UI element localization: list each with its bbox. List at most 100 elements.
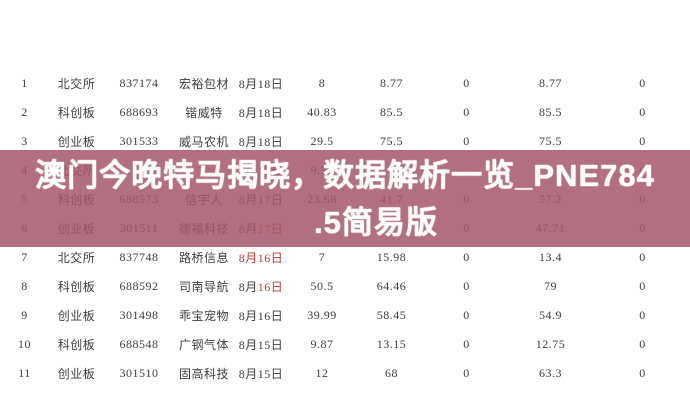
cell-value-3: 0	[463, 134, 470, 148]
cell-value-2: 13.15	[376, 337, 407, 351]
cell-name: 司南导航	[178, 280, 229, 294]
cell-value-4: 63.3	[539, 366, 562, 380]
date-dark-part: 8月	[238, 280, 258, 294]
cell-value-2: 15.98	[376, 250, 407, 264]
cell-seq: 1	[21, 76, 28, 90]
cell-seq: 8	[21, 279, 28, 293]
cell-value-1: 50.5	[310, 279, 334, 293]
cell-board: 创业板	[57, 135, 96, 149]
cell-seq: 2	[21, 105, 28, 119]
promo-overlay-banner[interactable]: 澳门今晚特马揭晓，数据解析一览_PNE784 .5简易版	[0, 150, 690, 247]
table-row: 1 北交所 837174 宏裕包材 8月18日 8 8.77 0 8.77 0	[0, 69, 690, 98]
cell-value-2: 8.77	[380, 76, 403, 90]
cell-value-4: 8.77	[539, 76, 562, 90]
cell-seq: 10	[18, 337, 31, 351]
cell-value-3: 0	[463, 366, 470, 380]
cell-date: 8月18日	[234, 75, 288, 92]
date-dark-part: 8月18日	[238, 106, 284, 120]
cell-value-5: 0	[639, 134, 646, 148]
cell-value-4: 54.9	[539, 308, 562, 322]
cell-name: 乖宝宠物	[178, 309, 229, 323]
cell-date: 8月16日	[234, 278, 288, 295]
cell-date: 8月18日	[234, 133, 288, 150]
cell-code: 301498	[119, 308, 159, 322]
cell-date: 8月18日	[234, 104, 288, 121]
cell-value-3: 0	[463, 250, 470, 264]
cell-code: 837174	[119, 76, 159, 90]
date-red-part: 16日	[257, 280, 284, 294]
cell-value-3: 0	[463, 105, 470, 119]
cell-code: 301510	[119, 366, 159, 380]
cell-value-1: 29.5	[310, 134, 334, 148]
date-dark-part: 8月15日	[238, 338, 284, 352]
table-row: 10 科创板 688548 广钢气体 8月15日 9.87 13.15 0 12…	[0, 330, 690, 359]
cell-value-4: 13.4	[539, 250, 562, 264]
cell-value-4: 75.5	[539, 134, 562, 148]
cell-name: 威马农机	[178, 135, 229, 149]
cell-value-5: 0	[639, 105, 646, 119]
table-row: 3 创业板 301533 威马农机 8月18日 29.5 75.5 0 75.5…	[0, 127, 690, 156]
cell-name: 宏裕包材	[178, 77, 229, 91]
date-dark-part: 8月18日	[238, 77, 284, 91]
cell-value-2: 58.45	[376, 308, 407, 322]
date-red-part: 8月16日	[238, 251, 284, 265]
cell-seq: 3	[21, 134, 28, 148]
cell-value-3: 0	[463, 337, 470, 351]
table-row: 7 北交所 837748 路桥信息 8月16日 7 15.98 0 13.4 0	[0, 243, 690, 272]
cell-value-1: 12	[315, 366, 329, 380]
table-row: 9 创业板 301498 乖宝宠物 8月16日 39.99 58.45 0 54…	[0, 301, 690, 330]
cell-seq: 11	[18, 366, 31, 380]
cell-value-1: 8	[318, 76, 326, 90]
cell-value-1: 9.87	[310, 337, 334, 351]
cell-seq: 7	[21, 250, 28, 264]
promo-banner-title-line2: .5简易版	[314, 204, 438, 240]
cell-date: 8月15日	[234, 365, 288, 382]
cell-value-4: 85.5	[539, 105, 562, 119]
cell-value-5: 0	[639, 76, 646, 90]
date-dark-part: 8月15日	[238, 367, 284, 381]
table-row: 2 科创板 688693 锴威特 8月18日 40.83 85.5 0 85.5…	[0, 98, 690, 127]
cell-value-5: 0	[639, 308, 646, 322]
table-row: 11 创业板 301510 固高科技 8月15日 12 68 0 63.3 0	[0, 359, 690, 388]
cell-code: 688592	[119, 279, 159, 293]
cell-value-2: 85.5	[380, 105, 403, 119]
cell-board: 创业板	[57, 367, 96, 381]
date-dark-part: 8月16日	[238, 309, 284, 323]
cell-board: 科创板	[57, 338, 96, 352]
cell-code: 837748	[119, 250, 159, 264]
cell-name: 广钢气体	[178, 338, 229, 352]
cell-value-2: 75.5	[380, 134, 403, 148]
cell-code: 688548	[119, 337, 159, 351]
cell-value-5: 0	[639, 279, 646, 293]
cell-code: 688693	[119, 105, 159, 119]
cell-value-1: 7	[318, 250, 326, 264]
cell-value-3: 0	[463, 76, 470, 90]
cell-value-5: 0	[639, 337, 646, 351]
cell-name: 固高科技	[178, 367, 229, 381]
cell-name: 锴威特	[185, 106, 223, 120]
cell-value-2: 68	[385, 366, 398, 380]
cell-value-3: 0	[463, 308, 470, 322]
cell-date: 8月15日	[234, 336, 288, 353]
promo-banner-title-line1: 澳门今晚特马揭晓，数据解析一览_PNE784	[35, 157, 655, 193]
cell-board: 北交所	[57, 77, 96, 91]
cell-value-2: 64.46	[376, 279, 407, 293]
cell-value-3: 0	[463, 279, 470, 293]
cell-date: 8月16日	[234, 307, 288, 324]
cell-value-4: 79	[544, 279, 557, 293]
cell-seq: 9	[21, 308, 28, 322]
cell-value-1: 39.99	[307, 308, 337, 322]
cell-date: 8月16日	[234, 249, 288, 266]
cell-board: 北交所	[57, 251, 96, 265]
cell-code: 301533	[119, 134, 159, 148]
cell-board: 科创板	[57, 106, 96, 120]
cell-board: 创业板	[57, 309, 96, 323]
cell-value-1: 40.83	[307, 105, 337, 119]
table-row: 8 科创板 688592 司南导航 8月16日 50.5 64.46 0 79 …	[0, 272, 690, 301]
date-dark-part: 8月18日	[238, 135, 284, 149]
cell-value-5: 0	[639, 366, 646, 380]
cell-value-5: 0	[639, 250, 646, 264]
cell-value-4: 12.75	[535, 337, 566, 351]
cell-name: 路桥信息	[178, 251, 229, 265]
cell-board: 科创板	[57, 280, 96, 294]
